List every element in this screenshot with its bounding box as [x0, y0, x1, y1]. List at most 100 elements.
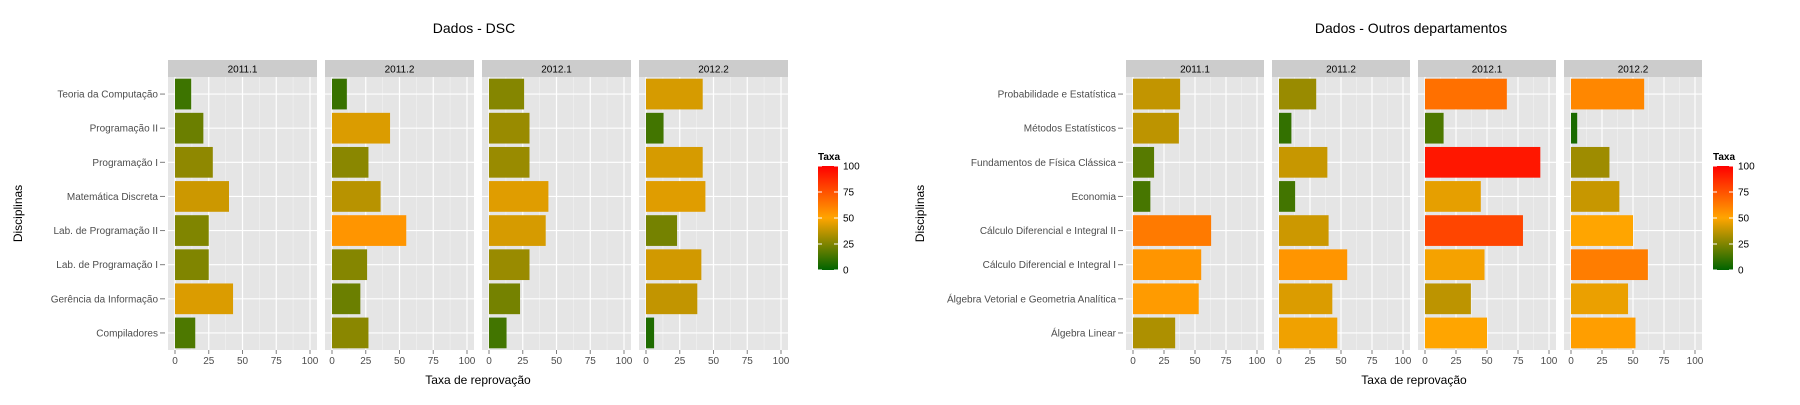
facet-strip: [1272, 60, 1410, 77]
bar-2012.2-4: [1571, 215, 1633, 246]
facet-strip: [325, 60, 474, 77]
category-label: Matemática Discreta: [67, 192, 159, 203]
facet-strip: [1418, 60, 1556, 77]
category-label: Lab. de Programação I: [56, 260, 158, 271]
facet-strip-label: 2012.1: [541, 65, 572, 76]
x-tick-label: 75: [271, 356, 283, 367]
bar-2011.2-7: [332, 317, 369, 349]
bar-2012.1-4: [1425, 215, 1523, 246]
legend-tick-label: 50: [843, 214, 855, 225]
bar-2011.2-1: [332, 112, 391, 144]
bar-2011.2-2: [1279, 146, 1328, 178]
legend-tick-label: 50: [1738, 214, 1750, 225]
bar-2012.2-6: [1571, 283, 1629, 315]
bar-2011.2-6: [332, 283, 361, 315]
bar-2011.1-7: [175, 317, 196, 349]
x-tick-label: 25: [1450, 356, 1462, 367]
chart-title: Dados - Outros departamentos: [1315, 20, 1507, 36]
bar-2012.1-1: [1425, 112, 1444, 144]
x-tick-label: 100: [1395, 356, 1412, 367]
bar-2012.2-2: [1571, 146, 1610, 178]
category-label: Teoria da Computação: [57, 90, 158, 101]
bar-2012.2-5: [1571, 249, 1648, 281]
bar-2012.2-4: [646, 215, 678, 246]
x-tick-label: 25: [674, 356, 686, 367]
x-tick-label: 100: [616, 356, 633, 367]
x-tick-label: 25: [1158, 356, 1170, 367]
bar-2011.1-3: [175, 181, 229, 212]
bar-2012.1-5: [489, 249, 530, 281]
bar-2012.2-0: [646, 78, 703, 110]
bar-2011.2-0: [332, 78, 347, 110]
category-label: Lab. de Programação II: [53, 226, 158, 237]
x-tick-label: 25: [360, 356, 372, 367]
bar-2012.1-0: [489, 78, 525, 110]
facet-strip: [1126, 60, 1264, 77]
x-tick-label: 75: [1366, 356, 1378, 367]
bar-2012.1-6: [489, 283, 521, 315]
x-tick-label: 75: [1658, 356, 1670, 367]
x-tick-label: 25: [1596, 356, 1608, 367]
category-label: Álgebra Linear: [1051, 326, 1117, 339]
legend-colorbar: [1713, 166, 1733, 270]
legend-tick-label: 100: [843, 162, 860, 173]
bar-2011.1-4: [175, 215, 209, 246]
x-tick-label: 0: [172, 356, 178, 367]
category-label: Álgebra Vetorial e Geometria Analítica: [947, 292, 1116, 305]
x-tick-label: 50: [708, 356, 720, 367]
bar-2011.1-5: [1133, 249, 1202, 281]
category-label: Economia: [1072, 192, 1117, 203]
x-tick-label: 0: [1422, 356, 1428, 367]
facet-strip-label: 2012.1: [1472, 65, 1503, 76]
x-tick-label: 50: [1189, 356, 1201, 367]
x-tick-label: 0: [643, 356, 649, 367]
category-label: Gerência da Informação: [51, 294, 159, 305]
bar-2011.1-3: [1133, 181, 1151, 212]
x-tick-label: 50: [1627, 356, 1639, 367]
x-tick-label: 50: [551, 356, 563, 367]
bar-2011.1-7: [1133, 317, 1176, 349]
bar-2011.2-2: [332, 146, 369, 178]
x-tick-label: 0: [486, 356, 492, 367]
x-tick-label: 100: [1541, 356, 1558, 367]
bar-2011.2-3: [1279, 181, 1296, 212]
y-axis-title: Disciplinas: [11, 185, 25, 242]
bar-2011.1-0: [175, 78, 192, 110]
bar-2011.1-1: [175, 112, 204, 144]
x-tick-label: 75: [585, 356, 597, 367]
x-tick-label: 25: [517, 356, 529, 367]
bar-2012.1-2: [489, 146, 530, 178]
bar-2011.2-5: [1279, 249, 1348, 281]
bar-2012.2-7: [646, 317, 655, 349]
bar-2012.2-3: [646, 181, 706, 212]
legend-tick-label: 0: [843, 266, 849, 277]
bar-2012.2-0: [1571, 78, 1645, 110]
category-label: Programação I: [92, 158, 158, 169]
bar-2011.1-2: [175, 146, 213, 178]
bar-2011.1-5: [175, 249, 209, 281]
category-label: Compiladores: [96, 328, 158, 339]
x-tick-label: 50: [1335, 356, 1347, 367]
x-tick-label: 100: [459, 356, 476, 367]
facet-strip-label: 2011.1: [228, 65, 258, 76]
x-tick-label: 100: [302, 356, 319, 367]
bar-2011.2-5: [332, 249, 368, 281]
legend-tick-label: 100: [1738, 162, 1755, 173]
legend-tick-label: 75: [843, 188, 855, 199]
bar-2012.1-5: [1425, 249, 1485, 281]
x-tick-label: 75: [1512, 356, 1524, 367]
facet-strip: [1564, 60, 1702, 77]
x-tick-label: 100: [1249, 356, 1266, 367]
x-tick-label: 50: [237, 356, 249, 367]
x-tick-label: 100: [773, 356, 790, 367]
x-tick-label: 25: [203, 356, 215, 367]
bar-2012.2-6: [646, 283, 698, 315]
x-tick-label: 50: [1481, 356, 1493, 367]
bar-2011.2-3: [332, 181, 381, 212]
x-tick-label: 0: [329, 356, 335, 367]
category-label: Métodos Estatísticos: [1024, 124, 1116, 135]
facet-strip: [482, 60, 631, 77]
x-tick-label: 50: [394, 356, 406, 367]
bar-2011.1-2: [1133, 146, 1155, 178]
bar-2011.2-4: [1279, 215, 1329, 246]
